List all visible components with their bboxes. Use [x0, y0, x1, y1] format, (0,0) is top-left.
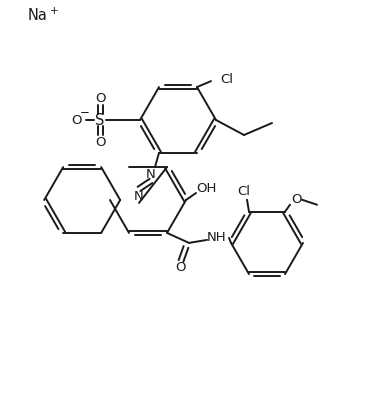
Text: O: O	[95, 91, 105, 104]
Text: Na: Na	[28, 7, 48, 22]
Text: +: +	[50, 6, 59, 16]
Text: NH: NH	[207, 231, 227, 244]
Text: −: −	[80, 106, 90, 119]
Text: N: N	[134, 190, 144, 203]
Text: OH: OH	[196, 182, 216, 195]
Text: N: N	[146, 168, 156, 181]
Text: Cl: Cl	[237, 185, 251, 198]
Text: O: O	[72, 113, 82, 126]
Text: S: S	[95, 113, 105, 128]
Text: O: O	[95, 136, 105, 149]
Text: O: O	[176, 261, 186, 274]
Text: Cl: Cl	[220, 72, 233, 85]
Text: O: O	[291, 193, 301, 206]
